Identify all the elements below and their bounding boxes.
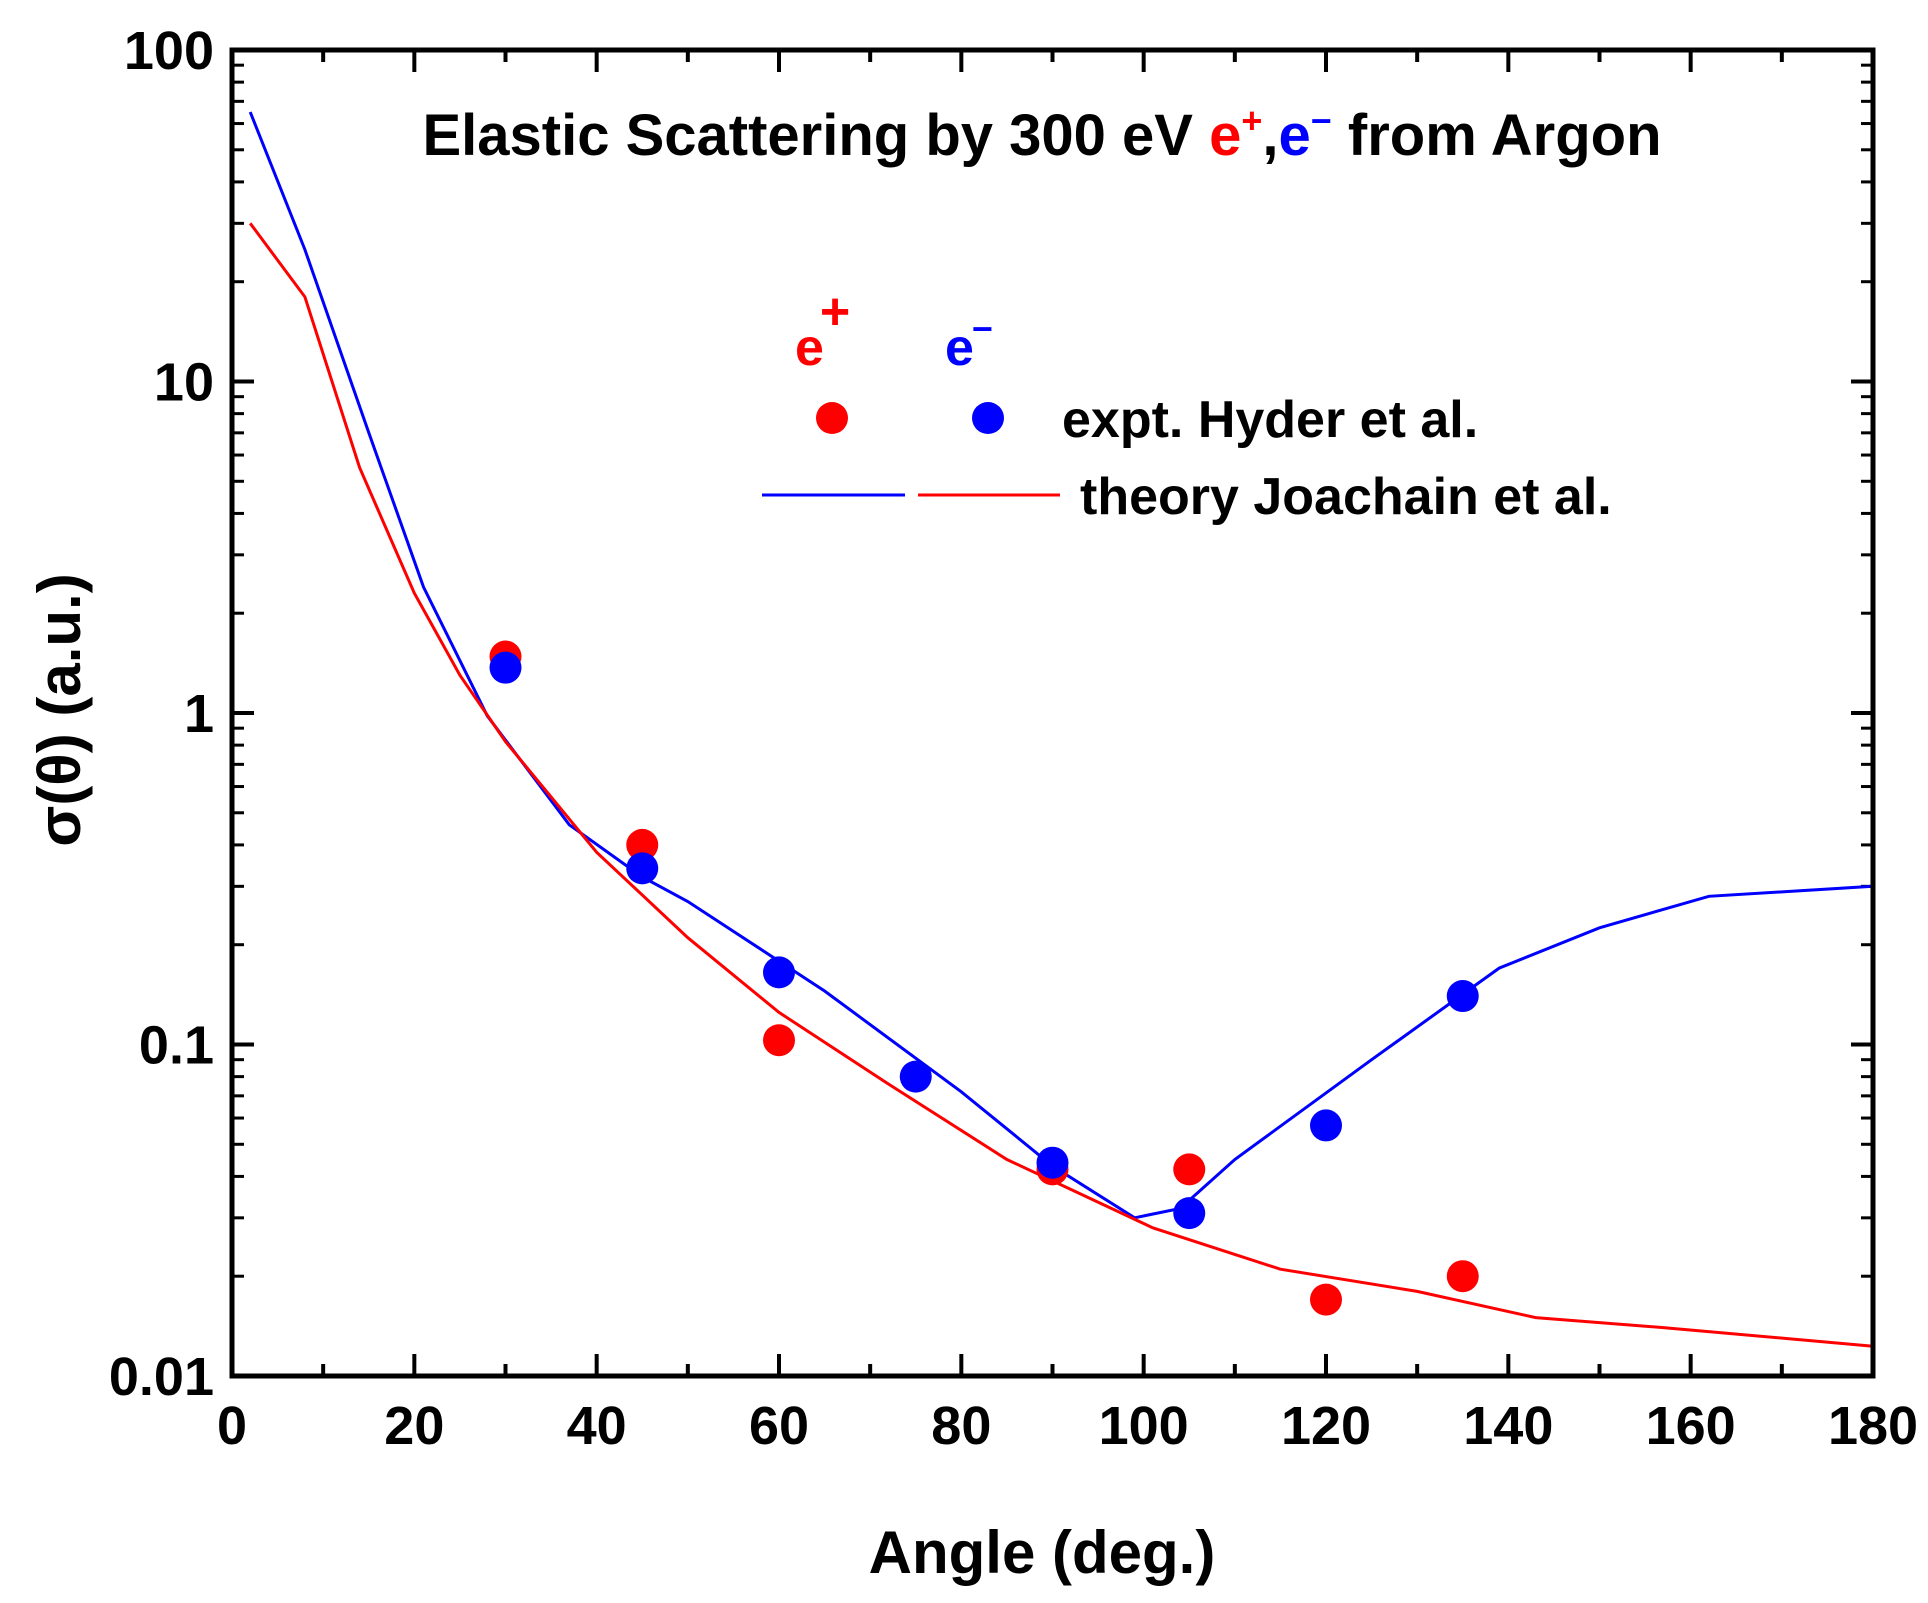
legend-electron-sup: − [972, 308, 993, 349]
series-layer [248, 111, 1874, 1348]
electron-data-point [489, 651, 522, 684]
x-axis-title: Angle (deg.) [869, 1519, 1216, 1586]
title-suffix: from Argon [1332, 103, 1662, 168]
electron-data-point [1036, 1146, 1069, 1179]
legend-electron-marker [972, 402, 1004, 434]
x-tick-label: 0 [217, 1396, 247, 1456]
title-electron-sup: − [1311, 100, 1332, 141]
y-tick-label: 0.1 [139, 1016, 214, 1076]
x-tick-label: 100 [1099, 1396, 1189, 1456]
y-tick-label: 1 [184, 684, 214, 744]
title-positron: e [1209, 103, 1241, 168]
legend: e+ e− expt. Hyder et al. theory Joachain… [762, 283, 1612, 526]
y-axis-title: σ(θ) (a.u.) [26, 573, 93, 846]
title-prefix: Elastic Scattering by 300 eV [422, 103, 1209, 168]
positron-data-point [763, 1024, 795, 1057]
positron-data-point [626, 828, 659, 861]
x-tick-label: 80 [931, 1396, 991, 1456]
y-tick-label: 0.01 [109, 1347, 214, 1407]
electron-data-point [763, 956, 795, 989]
ticks-layer: 0 20 40 60 80 100 120 140 160 180 0.01 0.1 1 10 100 [109, 21, 1918, 1456]
electron-data-point [899, 1060, 932, 1093]
electron-data-point [1446, 980, 1479, 1013]
positron-data-point [1446, 1260, 1479, 1293]
theory-line-positron [248, 222, 1874, 1348]
y-tick-label: 10 [154, 353, 214, 413]
title-comma: , [1262, 103, 1278, 168]
legend-positron-sup: + [820, 283, 850, 341]
x-tick-label: 60 [749, 1396, 809, 1456]
x-tick-label: 40 [567, 1396, 627, 1456]
electron-data-point [626, 852, 659, 885]
x-tick-label: 120 [1281, 1396, 1371, 1456]
title-positron-sup: + [1241, 100, 1262, 141]
chart-title: Elastic Scattering by 300 eV e+,e− from … [422, 100, 1661, 168]
legend-expt-label: expt. Hyder et al. [1062, 391, 1478, 449]
plot-frame [229, 47, 1876, 1379]
theory-line-electron [248, 111, 1874, 1220]
legend-positron-letter: e [795, 319, 824, 377]
positron-data-point [1173, 1153, 1206, 1186]
electron-data-point [1310, 1109, 1342, 1142]
title-electron: e [1279, 103, 1311, 168]
x-tick-label: 20 [384, 1396, 444, 1456]
y-tick-label: 100 [124, 21, 214, 81]
legend-electron-header: e− [945, 308, 993, 377]
electron-data-point [1173, 1197, 1206, 1230]
positron-data-point [1310, 1283, 1342, 1316]
x-tick-label: 180 [1828, 1396, 1918, 1456]
legend-theory-label: theory Joachain et al. [1080, 468, 1612, 526]
legend-electron-letter: e [945, 319, 974, 377]
legend-positron-marker [816, 402, 848, 434]
legend-positron-header: e+ [795, 283, 850, 377]
x-tick-label: 140 [1463, 1396, 1553, 1456]
x-tick-label: 160 [1646, 1396, 1736, 1456]
